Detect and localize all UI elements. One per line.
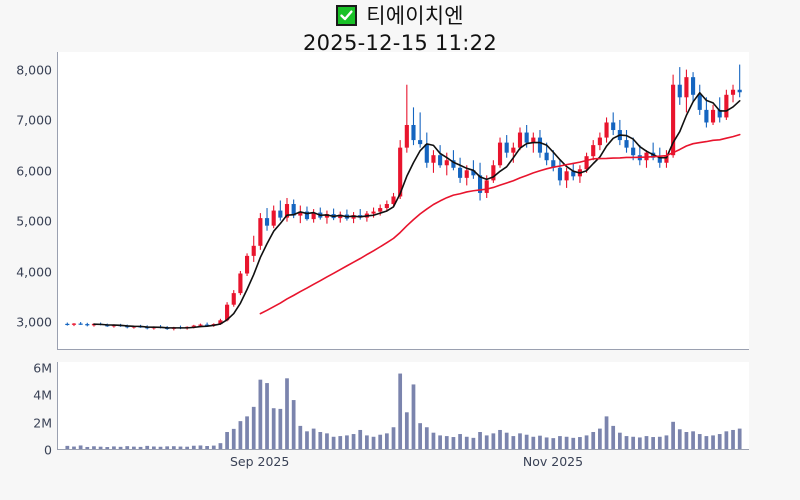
volume-y-axis: 6M 4M 2M 0 bbox=[0, 360, 52, 458]
price-y-tick: 3,000 bbox=[16, 314, 52, 330]
title-row: 티에이치엔 bbox=[0, 0, 800, 30]
x-axis-tick: Sep 2025 bbox=[229, 454, 290, 469]
price-y-tick: 5,000 bbox=[16, 213, 52, 229]
price-y-tick: 6,000 bbox=[16, 163, 52, 179]
price-y-tick: 8,000 bbox=[16, 62, 52, 78]
volume-y-tick: 0 bbox=[44, 442, 52, 458]
candlestick-plot bbox=[65, 64, 742, 331]
volume-y-tick: 2M bbox=[33, 415, 52, 430]
price-y-axis: 8,000 7,000 6,000 5,000 4,000 3,000 bbox=[0, 52, 52, 350]
volume-chart-panel[interactable] bbox=[57, 362, 749, 450]
price-chart-panel[interactable] bbox=[57, 52, 749, 350]
timestamp-label: 2025-12-15 11:22 bbox=[302, 31, 498, 55]
page-title: 티에이치엔 bbox=[366, 4, 464, 28]
price-y-tick: 7,000 bbox=[16, 112, 52, 128]
x-axis-tick: Nov 2025 bbox=[522, 454, 584, 469]
chart-header: 티에이치엔 2025-12-15 11:22 bbox=[0, 0, 800, 55]
volume-plot bbox=[65, 373, 742, 449]
volume-y-tick: 4M bbox=[33, 387, 52, 403]
check-square-icon[interactable] bbox=[336, 4, 358, 26]
price-y-tick: 4,000 bbox=[16, 264, 52, 280]
volume-y-tick: 6M bbox=[33, 360, 52, 375]
